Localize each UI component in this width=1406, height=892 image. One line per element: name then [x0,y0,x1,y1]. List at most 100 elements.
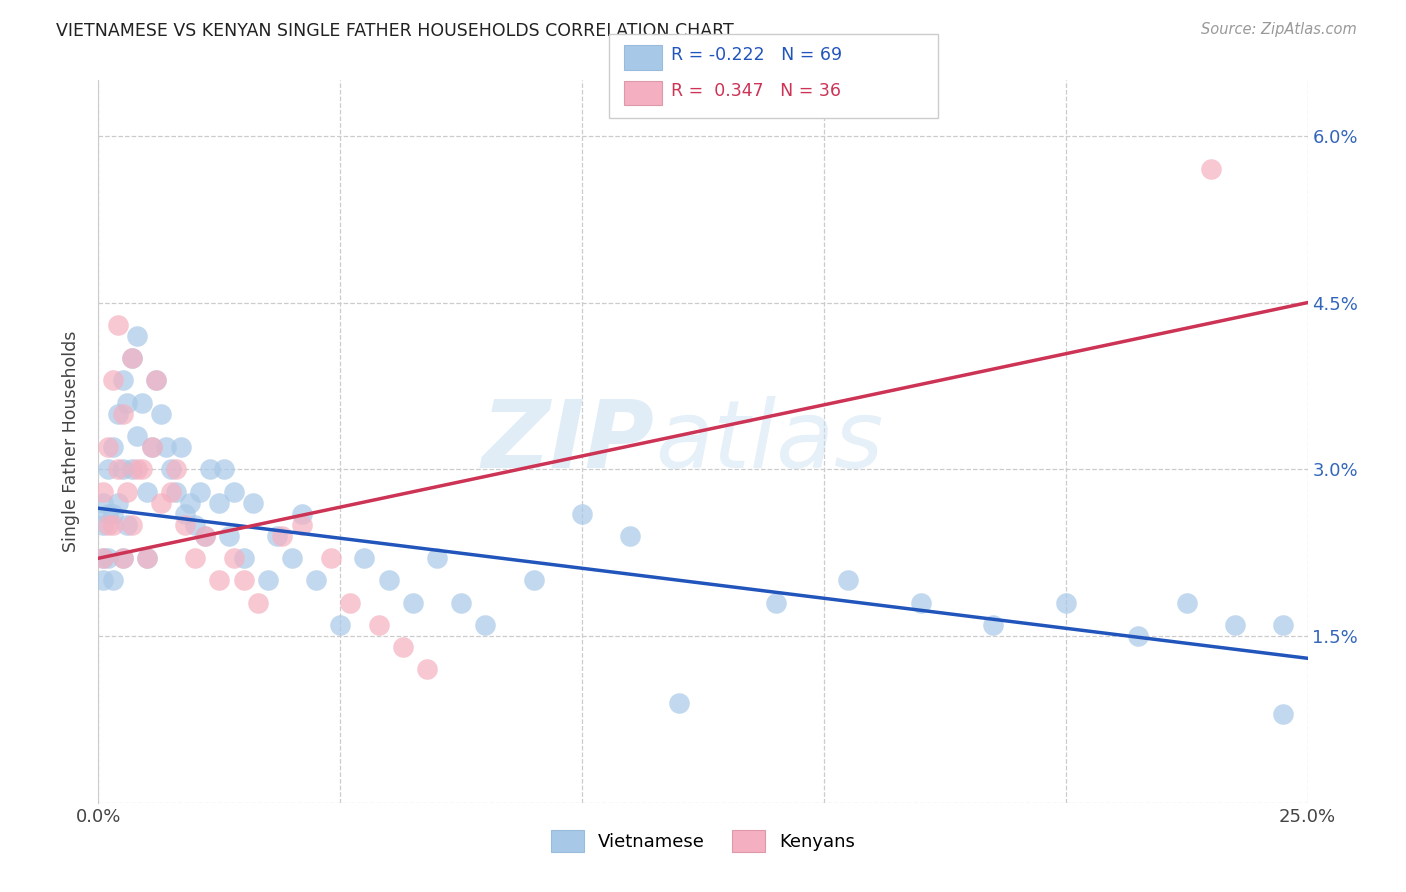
Point [165,484,187,499]
Point [619,529,641,543]
Point [117,484,139,499]
Point [97,440,120,454]
Point [910,596,932,610]
Point [1128,629,1150,643]
Point [131,395,153,409]
Point [232,574,254,588]
Point [256,574,278,588]
Point [450,596,472,610]
Point [127,329,149,343]
Point [1223,618,1246,632]
Point [117,395,139,409]
Point [184,517,207,532]
Point [981,618,1004,632]
Point [188,484,211,499]
Text: ZIP: ZIP [482,395,655,488]
Point [377,574,399,588]
Point [194,529,217,543]
Point [107,407,129,421]
Point [91,496,114,510]
Point [97,507,120,521]
Point [1272,618,1295,632]
Point [305,574,328,588]
Point [1272,706,1295,721]
Text: R =  0.347   N = 36: R = 0.347 N = 36 [671,82,841,100]
Point [150,407,173,421]
Point [101,440,124,454]
Point [765,596,787,610]
Point [218,529,240,543]
Point [117,517,139,532]
Point [222,551,245,566]
Point [1054,596,1077,610]
Point [101,517,124,532]
Y-axis label: Single Father Households: Single Father Households [62,331,80,552]
Point [111,551,134,566]
Point [145,373,167,387]
Point [281,551,304,566]
Point [135,484,157,499]
Point [523,574,546,588]
Point [208,496,231,510]
Point [141,440,163,454]
Point [174,517,197,532]
Point [353,551,375,566]
Point [97,462,120,476]
Point [135,551,157,566]
Point [339,596,361,610]
Point [107,462,129,476]
Point [141,440,163,454]
Point [247,596,270,610]
Point [232,551,254,566]
Text: Source: ZipAtlas.com: Source: ZipAtlas.com [1201,22,1357,37]
Point [91,551,114,566]
Point [107,496,129,510]
Point [319,551,342,566]
Point [155,440,177,454]
Point [160,484,183,499]
Point [184,551,207,566]
Point [127,429,149,443]
Point [474,618,496,632]
Point [127,462,149,476]
Point [101,507,124,521]
Point [150,496,173,510]
Point [1199,162,1222,177]
Point [111,462,134,476]
Point [101,574,124,588]
Point [101,373,124,387]
Point [145,373,167,387]
Legend: Vietnamese, Kenyans: Vietnamese, Kenyans [544,822,862,859]
Point [290,517,312,532]
Point [91,574,114,588]
Point [329,618,352,632]
Point [165,462,187,476]
Text: atlas: atlas [655,396,883,487]
Point [194,529,217,543]
Point [242,496,264,510]
Point [97,517,120,532]
Point [368,618,391,632]
Point [212,462,235,476]
Point [135,551,157,566]
Point [97,551,120,566]
Point [668,696,690,710]
Point [121,351,143,366]
Point [91,551,114,566]
Point [121,462,143,476]
Point [426,551,449,566]
Point [392,640,415,655]
Point [107,318,129,332]
Point [222,484,245,499]
Point [131,462,153,476]
Point [174,507,197,521]
Point [91,517,114,532]
Point [208,574,231,588]
Point [111,373,134,387]
Point [271,529,294,543]
Point [91,484,114,499]
Point [402,596,425,610]
Point [266,529,288,543]
Point [160,462,183,476]
Point [571,507,593,521]
